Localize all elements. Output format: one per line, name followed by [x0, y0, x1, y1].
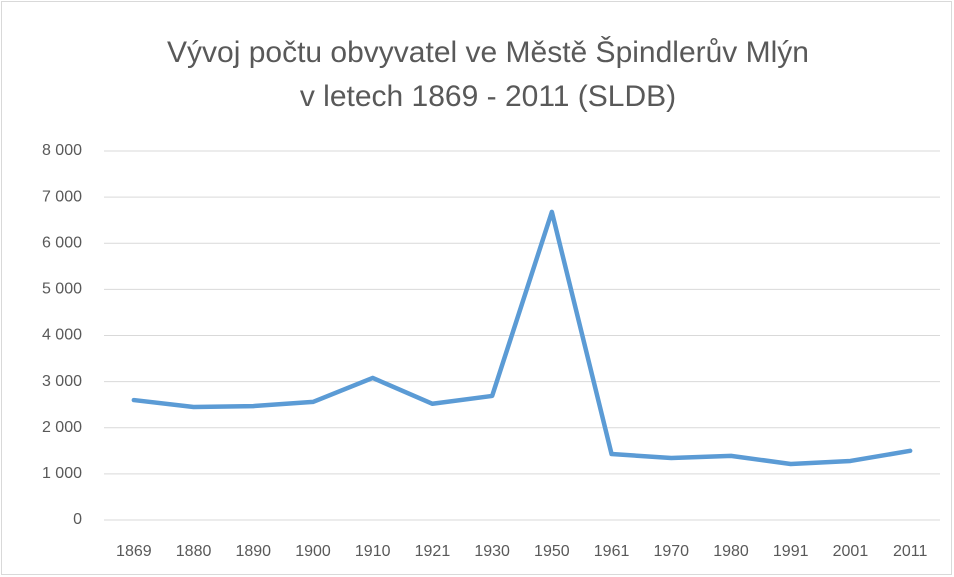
- y-tick-label: 4 000: [42, 327, 82, 344]
- x-tick-label: 1961: [594, 543, 630, 560]
- x-tick-label: 1970: [653, 543, 689, 560]
- y-tick-label: 7 000: [42, 188, 82, 205]
- y-tick-label: 5 000: [42, 281, 82, 298]
- x-tick-label: 1921: [415, 543, 451, 560]
- chart-title: Vývoj počtu obvyvatel ve Městě Špindlerů…: [167, 35, 809, 69]
- x-tick-label: 2011: [893, 543, 928, 560]
- y-tick-label: 6 000: [42, 234, 82, 251]
- data-line: [131, 209, 913, 467]
- y-tick-label: 3 000: [42, 373, 82, 390]
- y-tick-label: 2 000: [42, 419, 82, 436]
- y-tick-label: 1 000: [42, 465, 82, 482]
- y-tick-label: 0: [73, 511, 82, 528]
- x-tick-label: 2001: [833, 543, 869, 560]
- x-tick-label: 1910: [355, 543, 391, 560]
- x-tick-label: 1900: [295, 543, 331, 560]
- x-tick-label: 1991: [773, 543, 809, 560]
- x-tick-label: 1930: [474, 543, 510, 560]
- chart-title: v letech 1869 - 2011 (SLDB): [300, 80, 676, 113]
- x-tick-label: 1869: [116, 543, 152, 560]
- x-tick-label: 1880: [176, 543, 212, 560]
- x-tick-label: 1980: [713, 543, 749, 560]
- x-tick-label: 1890: [235, 543, 271, 560]
- x-tick-label: 1950: [534, 543, 570, 560]
- y-tick-label: 8 000: [42, 142, 82, 159]
